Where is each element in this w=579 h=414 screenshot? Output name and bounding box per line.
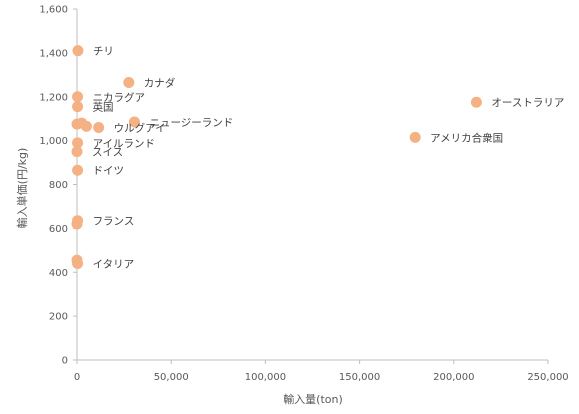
y-axis-title: 輸入単価(円/kg) <box>15 148 29 229</box>
data-point <box>128 116 140 128</box>
data-point <box>93 121 105 133</box>
data-point <box>71 146 83 158</box>
x-tick-label: 50,000 <box>154 372 189 383</box>
x-tick-label: 100,000 <box>245 372 286 383</box>
data-point <box>71 218 83 230</box>
y-tick-label: 1,600 <box>39 5 68 16</box>
x-tick-label: 250,000 <box>527 372 568 383</box>
y-tick-label: 1,400 <box>39 48 68 59</box>
x-tick-label: 150,000 <box>339 372 380 383</box>
x-tick-label: 0 <box>74 372 80 383</box>
data-label: カナダ <box>144 76 176 89</box>
data-label: アイルランド <box>93 138 155 150</box>
y-tick-label: 600 <box>49 224 68 235</box>
data-label: ニカラグア <box>93 91 146 104</box>
data-label: オーストラリア <box>491 97 564 109</box>
data-point <box>72 45 84 57</box>
y-tick-label: 400 <box>49 268 68 279</box>
y-tick-label: 1,000 <box>39 136 68 147</box>
x-tick-label: 200,000 <box>433 372 474 383</box>
data-point <box>71 254 83 266</box>
data-point <box>72 91 84 103</box>
data-points <box>71 45 482 269</box>
y-tick-label: 800 <box>49 180 68 191</box>
data-label: フランス <box>93 216 135 228</box>
data-label: ニュージーランド <box>149 117 233 129</box>
y-tick-label: 0 <box>62 356 68 367</box>
data-label: ウルグアイ <box>114 121 166 134</box>
x-axis-ticks: 0 50,000 100,000 150,000 200,000 250,000 <box>74 360 569 383</box>
data-point <box>409 131 421 143</box>
data-point <box>123 76 135 88</box>
y-tick-label: 200 <box>49 312 68 323</box>
data-label: 英国 <box>93 101 114 114</box>
data-label: イタリア <box>93 258 135 270</box>
axes <box>76 9 548 361</box>
data-point <box>72 101 84 113</box>
data-label: スイス <box>92 147 123 159</box>
y-axis-ticks: 0 200 400 600 800 1,000 1,200 1,400 1,600 <box>39 5 77 367</box>
y-tick-label: 1,200 <box>39 92 68 103</box>
x-axis-title: 輸入量(ton) <box>283 392 343 406</box>
data-label: チリ <box>93 46 114 58</box>
data-label: アメリカ合衆国 <box>430 131 503 144</box>
data-label: ドイツ <box>93 165 125 177</box>
data-point <box>80 120 92 132</box>
data-point <box>72 164 84 176</box>
data-point <box>72 137 84 149</box>
data-point <box>470 96 482 108</box>
